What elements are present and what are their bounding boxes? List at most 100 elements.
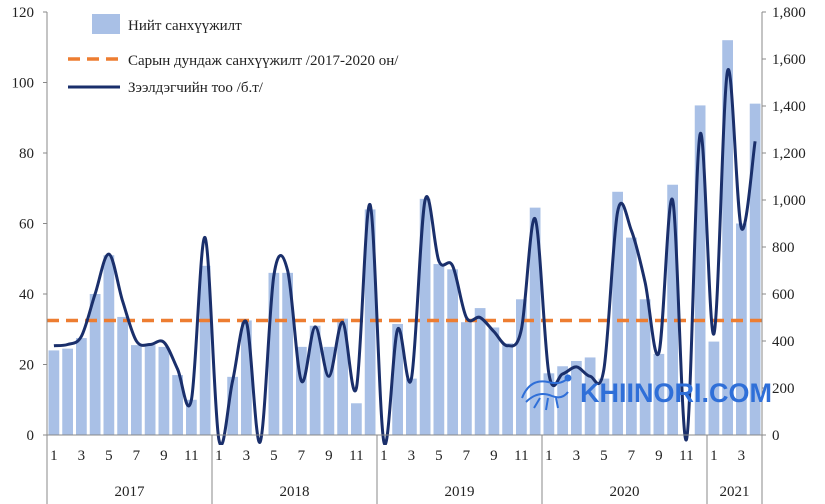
- x-year-label: 2021: [720, 484, 750, 500]
- bar: [694, 105, 706, 435]
- y-axis-left-labels: 0 20 40 60 80 100 120: [12, 5, 47, 444]
- bar: [144, 345, 156, 435]
- x-tick-label: 3: [573, 448, 581, 464]
- bar: [653, 353, 665, 435]
- bar: [62, 348, 73, 435]
- y-right-tick-label: 1,800: [772, 5, 806, 21]
- bar: [557, 366, 568, 435]
- borrowers-line-path: [53, 68, 757, 445]
- bar: [89, 294, 101, 435]
- bar: [722, 40, 733, 435]
- x-tick-label: 5: [270, 448, 278, 464]
- bar: [406, 378, 417, 435]
- x-tick-label: 7: [463, 448, 471, 464]
- bar: [158, 346, 170, 435]
- bar: [598, 378, 610, 435]
- bar: [708, 341, 720, 435]
- x-tick-label: 9: [325, 448, 333, 464]
- legend-label-dashed: Сарын дундаж санхүүжилт /2017-2020 он/: [128, 53, 399, 69]
- x-tick-label: 11: [184, 448, 198, 464]
- y-right-tick-label: 1,000: [772, 193, 806, 209]
- bar: [309, 325, 321, 435]
- y-left-tick-label: 40: [19, 287, 34, 303]
- x-year-label: 2017: [115, 484, 146, 500]
- x-tick-label: 7: [628, 448, 636, 464]
- legend: Нийт санхүүжилт Сарын дундаж санхүүжилт …: [68, 14, 399, 96]
- y-left-tick-label: 80: [19, 146, 34, 162]
- x-tick-label: 3: [78, 448, 86, 464]
- bar: [241, 320, 252, 435]
- bar: [337, 318, 348, 435]
- bar-series: [48, 40, 761, 436]
- x-tick-label: 3: [408, 448, 416, 464]
- x-year-label: 2018: [280, 484, 310, 500]
- bar: [502, 343, 513, 435]
- y-right-tick-label: 200: [772, 381, 795, 397]
- x-tick-label: 5: [105, 448, 113, 464]
- x-tick-label: 9: [160, 448, 168, 464]
- bar: [76, 338, 87, 435]
- x-year-label: 2019: [445, 484, 475, 500]
- watermark-text: KHIINORI.COM: [580, 378, 772, 408]
- bar: [282, 272, 293, 435]
- y-right-tick-label: 0: [772, 428, 780, 444]
- x-tick-label: 7: [133, 448, 141, 464]
- y-left-tick-label: 120: [12, 5, 35, 21]
- legend-label-line: Зээлдэгчийн тоо /б.т/: [128, 80, 264, 96]
- bar: [117, 316, 128, 435]
- bar: [433, 264, 445, 435]
- y-right-tick-label: 1,600: [772, 52, 806, 68]
- y-left-tick-label: 0: [27, 428, 35, 444]
- x-tick-label: 1: [545, 448, 553, 464]
- bar: [199, 265, 211, 435]
- bar: [419, 198, 431, 435]
- bar: [103, 255, 115, 435]
- watermark: KHIINORI.COM: [521, 374, 772, 411]
- y-right-tick-label: 1,200: [772, 146, 806, 162]
- bar: [172, 375, 183, 435]
- x-tick-label: 5: [435, 448, 443, 464]
- bar: [48, 350, 60, 435]
- x-axis-tick-labels: 1 3 5 7 9 11 1 3 5 7 9 11 1 3 5 7 9 11 1 3 5 7 9 11 1 3: [50, 448, 745, 464]
- x-tick-label: 7: [298, 448, 306, 464]
- bar: [447, 269, 458, 435]
- bar: [736, 223, 747, 435]
- bar: [667, 184, 678, 435]
- bar: [639, 299, 651, 435]
- x-tick-label: 9: [655, 448, 663, 464]
- x-tick-label: 5: [600, 448, 608, 464]
- x-tick-label: 3: [738, 448, 746, 464]
- bar: [749, 103, 761, 436]
- x-axis-year-labels: 2017 2018 2019 2020 2021: [46, 435, 763, 504]
- y-left-tick-label: 100: [12, 76, 35, 92]
- x-tick-label: 1: [50, 448, 58, 464]
- legend-label-bars: Нийт санхүүжилт: [128, 18, 242, 34]
- bar: [186, 399, 197, 435]
- bar: [626, 237, 637, 435]
- bar: [392, 323, 403, 435]
- bar: [612, 191, 623, 435]
- legend-swatch-bars: [92, 14, 120, 34]
- bar: [268, 272, 280, 435]
- y-left-tick-label: 20: [19, 358, 34, 374]
- bar: [461, 322, 472, 435]
- y-right-tick-label: 1,400: [772, 99, 806, 115]
- bar: [488, 327, 500, 435]
- x-tick-label: 9: [490, 448, 498, 464]
- x-tick-label: 1: [380, 448, 388, 464]
- x-tick-label: 1: [215, 448, 223, 464]
- x-tick-label: 11: [349, 448, 363, 464]
- bar: [323, 346, 335, 435]
- x-tick-label: 11: [679, 448, 693, 464]
- y-right-tick-label: 800: [772, 240, 795, 256]
- y-left-tick-label: 60: [19, 217, 34, 233]
- watermark-logo-icon: [521, 374, 572, 411]
- bar: [543, 373, 555, 435]
- y-right-tick-label: 600: [772, 287, 795, 303]
- bar: [584, 357, 596, 435]
- bar: [364, 209, 376, 435]
- bar: [529, 207, 541, 435]
- x-tick-label: 11: [514, 448, 528, 464]
- bar: [474, 308, 486, 435]
